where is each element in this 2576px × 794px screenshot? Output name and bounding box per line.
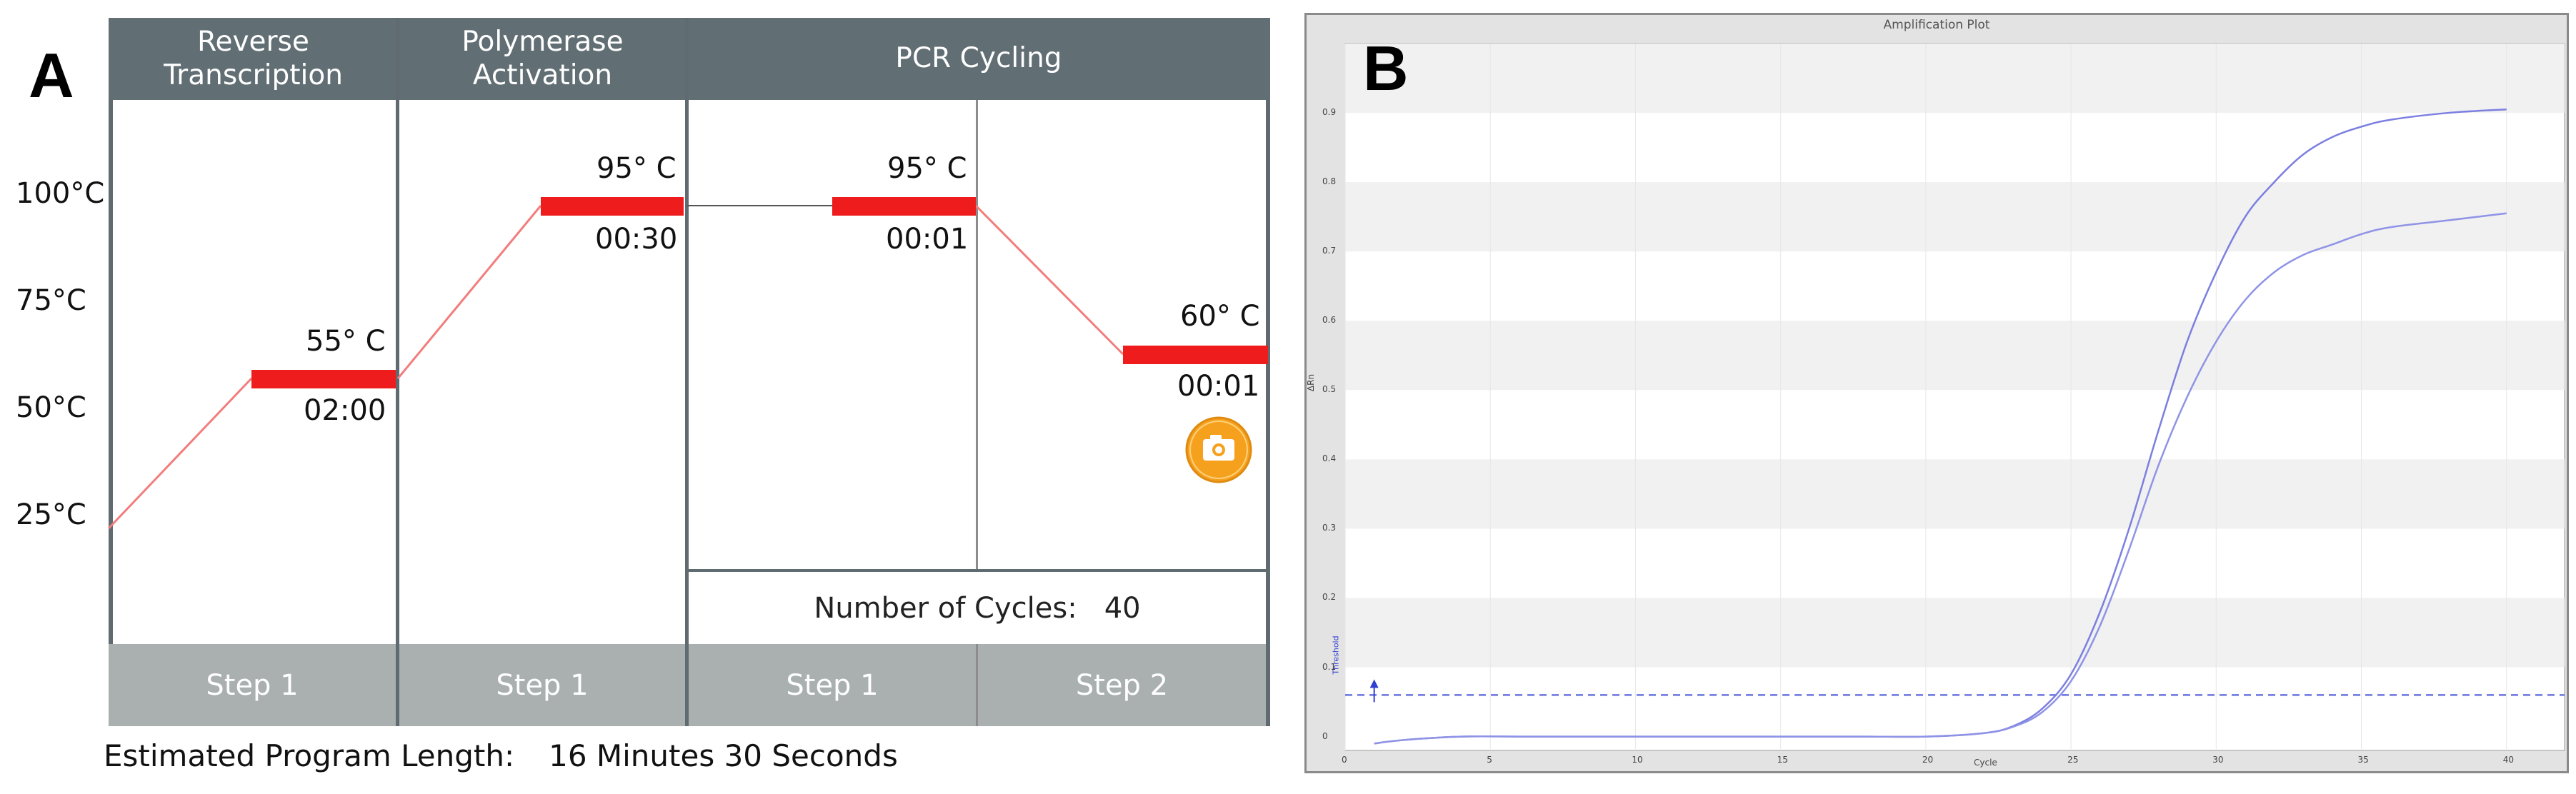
time-label[interactable]: 00:01 (886, 223, 969, 256)
plot-title: Amplification Plot (1883, 18, 1990, 32)
estimated-label: Estimated Program Length: (104, 738, 515, 773)
y-tick-label: 0 (1322, 730, 1328, 741)
time-label[interactable]: 00:01 (1177, 370, 1260, 403)
estimated-value: 16 Minutes 30 Seconds (549, 738, 898, 773)
hold-bar-annealing[interactable] (1123, 346, 1268, 364)
step-divider (976, 100, 978, 726)
amplification-curve (1374, 212, 2507, 745)
step-tab[interactable]: Step 1 (399, 644, 685, 726)
x-tick-label: 15 (1777, 755, 1788, 765)
grid-band (1345, 459, 2565, 529)
cycles-label: Number of Cycles: (814, 591, 1077, 625)
step-tab[interactable]: Step 1 (689, 644, 976, 726)
x-tick-label: 0 (1342, 755, 1347, 765)
y-tick-label: 0.1 (1322, 661, 1337, 672)
y-label-75: 75°C (16, 284, 86, 317)
y-tick-label: 0.6 (1322, 315, 1337, 326)
y-tick-label: 0.8 (1322, 176, 1337, 187)
amplification-plot-panel: Amplification Plot Cycle ΔRn Threshold 0… (1304, 13, 2569, 773)
stage-divider (396, 18, 399, 726)
stage-divider (685, 18, 689, 726)
cycles-value[interactable]: 40 (1104, 591, 1141, 625)
step-tab[interactable]: Step 2 (978, 644, 1266, 726)
y-tick-label: 0.7 (1322, 246, 1337, 256)
number-of-cycles: Number of Cycles: 40 (689, 569, 1266, 644)
grid-band (1345, 321, 2565, 391)
x-tick-label: 35 (2357, 755, 2369, 765)
panel-letter-b: B (1363, 33, 1409, 104)
x-tick-label: 25 (2067, 755, 2079, 765)
grid-band (1345, 182, 2565, 252)
grid-band (1345, 598, 2565, 668)
thermal-profile-panel: Reverse Transcription Polymerase Activat… (0, 0, 1272, 794)
x-tick-label: 10 (1632, 755, 1643, 765)
hold-bar-polymerase-activation[interactable] (541, 197, 684, 216)
x-tick-label: 30 (2212, 755, 2224, 765)
ramp-line (107, 377, 253, 530)
y-tick-label: 0.9 (1322, 107, 1337, 118)
temp-label[interactable]: 60° C (1180, 300, 1260, 333)
hold-bar-denaturation[interactable] (832, 197, 976, 216)
threshold-arrow-head (1369, 679, 1379, 688)
y-tick-label: 0.2 (1322, 592, 1337, 603)
amplification-chart (1344, 43, 2565, 751)
header-pcr-cycling[interactable]: PCR Cycling (687, 18, 1270, 100)
ramp-line (974, 204, 1124, 356)
temp-label[interactable]: 95° C (887, 152, 967, 185)
y-label-100: 100°C (16, 177, 105, 210)
y-tick-label: 0.5 (1322, 384, 1337, 395)
y-axis-label: ΔRn (1306, 373, 1317, 392)
time-label[interactable]: 00:30 (595, 223, 678, 256)
header-polymerase-activation[interactable]: Polymerase Activation (398, 18, 687, 100)
grid-band (1345, 44, 2565, 114)
y-label-25: 25°C (16, 498, 86, 531)
hold-bar-reverse-transcription[interactable] (251, 370, 396, 388)
y-label-50: 50°C (16, 391, 86, 424)
thermal-profile-graph (107, 197, 1268, 530)
y-tick-label: 0.4 (1322, 453, 1337, 464)
x-tick-label: 40 (2502, 755, 2514, 765)
estimated-program-length: Estimated Program Length: 16 Minutes 30 S… (104, 738, 898, 773)
panel-letter-a: A (29, 40, 74, 111)
ramp-line (396, 205, 542, 379)
x-axis-label: Cycle (1974, 758, 1997, 768)
temp-label[interactable]: 55° C (306, 325, 386, 358)
temp-label[interactable]: 95° C (596, 152, 677, 185)
step-tab[interactable]: Step 1 (109, 644, 396, 726)
x-tick-label: 5 (1487, 755, 1492, 765)
time-label[interactable]: 02:00 (304, 394, 386, 427)
x-tick-label: 20 (1922, 755, 1934, 765)
y-tick-label: 0.3 (1322, 523, 1337, 533)
header-reverse-transcription[interactable]: Reverse Transcription (109, 18, 398, 100)
camera-icon[interactable] (1183, 414, 1254, 486)
